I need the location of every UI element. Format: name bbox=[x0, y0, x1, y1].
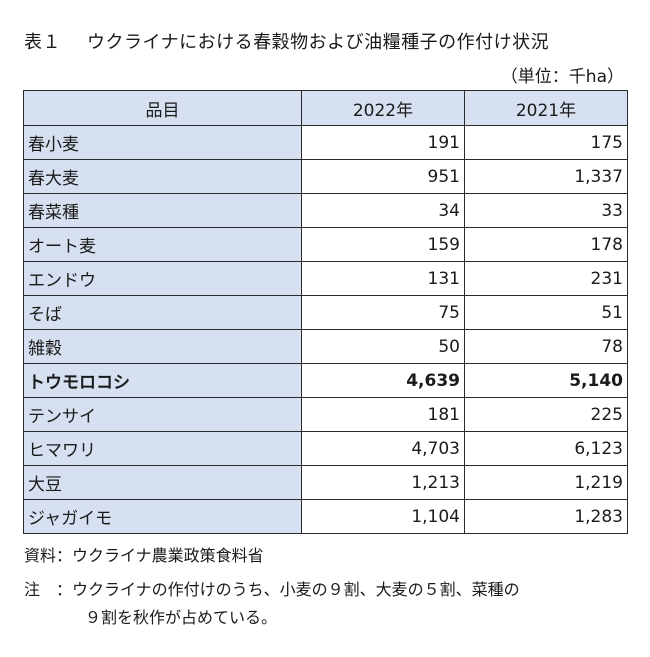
unit-label: （単位：千ha） bbox=[500, 67, 624, 87]
table-row: 雑穀 50 78 bbox=[23, 329, 628, 364]
row-value-2022: 131 bbox=[301, 261, 465, 296]
row-value-2021: 6,123 bbox=[464, 431, 628, 466]
header-2022: 2022年 bbox=[301, 90, 465, 126]
row-value-2021: 1,337 bbox=[464, 159, 628, 194]
row-item-name: 春菜種 bbox=[23, 193, 302, 228]
row-value-2022: 181 bbox=[301, 397, 465, 432]
row-item-name: 春小麦 bbox=[23, 125, 302, 160]
table-row: ヒマワリ 4,703 6,123 bbox=[23, 431, 628, 466]
crop-table: 品目 2022年 2021年 春小麦 191 175 春大麦 951 1,337… bbox=[23, 90, 628, 534]
table-title: 表１ ウクライナにおける春穀物および油糧種子の作付け状況 bbox=[24, 28, 549, 54]
row-value-2021: 225 bbox=[464, 397, 628, 432]
row-value-2021: 1,283 bbox=[464, 499, 628, 534]
header-2021: 2021年 bbox=[464, 90, 628, 126]
row-value-2022: 159 bbox=[301, 227, 465, 262]
row-item-name: トウモロコシ bbox=[23, 363, 302, 398]
row-value-2021: 231 bbox=[464, 261, 628, 296]
table-number: 表１ bbox=[24, 32, 61, 53]
source-note: 資料：ウクライナ農業政策食料省 bbox=[24, 546, 264, 565]
table-title-text: ウクライナにおける春穀物および油糧種子の作付け状況 bbox=[87, 32, 550, 53]
row-item-name: エンドウ bbox=[23, 261, 302, 296]
row-value-2022: 4,703 bbox=[301, 431, 465, 466]
row-item-name: テンサイ bbox=[23, 397, 302, 432]
footnote: 注 ：ウクライナの作付けのうち、小麦の９割、大麦の５割、菜種の ９割を秋作が占め… bbox=[24, 576, 520, 632]
row-value-2021: 78 bbox=[464, 329, 628, 364]
row-value-2022: 951 bbox=[301, 159, 465, 194]
row-value-2022: 34 bbox=[301, 193, 465, 228]
row-value-2022: 4,639 bbox=[301, 363, 465, 398]
row-item-name: 春大麦 bbox=[23, 159, 302, 194]
table-row: エンドウ 131 231 bbox=[23, 261, 628, 296]
table-row: 春菜種 34 33 bbox=[23, 193, 628, 228]
row-item-name: 大豆 bbox=[23, 465, 302, 500]
table-row: 春小麦 191 175 bbox=[23, 125, 628, 160]
row-item-name: ジャガイモ bbox=[23, 499, 302, 534]
table-row: ジャガイモ 1,104 1,283 bbox=[23, 499, 628, 534]
row-item-name: そば bbox=[23, 295, 302, 330]
row-value-2021: 5,140 bbox=[464, 363, 628, 398]
row-item-name: ヒマワリ bbox=[23, 431, 302, 466]
footnote-line-2: ９割を秋作が占めている。 bbox=[85, 608, 278, 627]
row-value-2022: 75 bbox=[301, 295, 465, 330]
table-row-highlighted: トウモロコシ 4,639 5,140 bbox=[23, 363, 628, 398]
row-value-2021: 33 bbox=[464, 193, 628, 228]
table-row: そば 75 51 bbox=[23, 295, 628, 330]
table-row: 大豆 1,213 1,219 bbox=[23, 465, 628, 500]
header-row: 品目 2022年 2021年 bbox=[23, 90, 628, 126]
table-row: オート麦 159 178 bbox=[23, 227, 628, 262]
header-item: 品目 bbox=[23, 90, 302, 126]
footnote-line-1: 注 ：ウクライナの作付けのうち、小麦の９割、大麦の５割、菜種の bbox=[24, 580, 520, 599]
row-value-2022: 50 bbox=[301, 329, 465, 364]
table-row: 春大麦 951 1,337 bbox=[23, 159, 628, 194]
row-value-2021: 178 bbox=[464, 227, 628, 262]
row-value-2021: 175 bbox=[464, 125, 628, 160]
row-item-name: 雑穀 bbox=[23, 329, 302, 364]
row-value-2021: 51 bbox=[464, 295, 628, 330]
table-row: テンサイ 181 225 bbox=[23, 397, 628, 432]
row-value-2021: 1,219 bbox=[464, 465, 628, 500]
row-value-2022: 191 bbox=[301, 125, 465, 160]
row-value-2022: 1,213 bbox=[301, 465, 465, 500]
row-value-2022: 1,104 bbox=[301, 499, 465, 534]
row-item-name: オート麦 bbox=[23, 227, 302, 262]
